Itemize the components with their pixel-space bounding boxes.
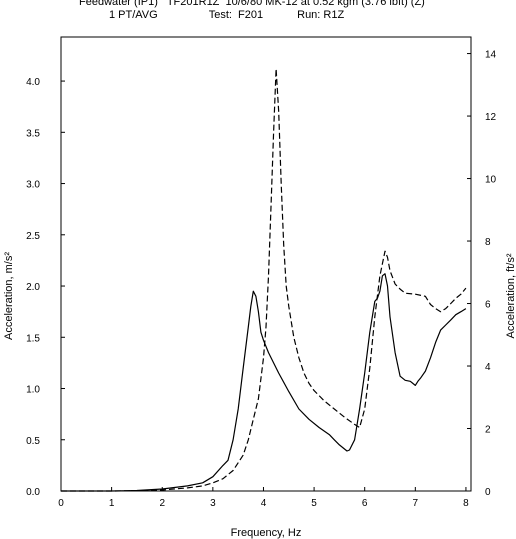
y-left-tick-label: 3.5 [26, 128, 40, 139]
title-avg: 1 PT/AVG [109, 9, 158, 21]
y-left-tick-label: 0.0 [26, 487, 40, 498]
series-line-solid [61, 273, 467, 492]
y-right-tick-label: 6 [485, 300, 491, 311]
x-axis: 0 1 2 3 4 5 6 7 8 [58, 487, 469, 509]
y-axis-left: 0.0 0.5 1.0 1.5 2.0 2.5 3.0 3.5 4.0 [26, 77, 65, 498]
y-axis-label-left: Acceleration, m/s² [3, 252, 15, 340]
y-right-tick-label: 2 [485, 425, 491, 436]
x-tick-label: 2 [159, 498, 165, 509]
y-left-tick-label: 4.0 [26, 77, 40, 88]
x-tick-label: 1 [109, 498, 115, 509]
chart-title-line2: 1 PT/AVG Test: F201 Run: R1Z [109, 9, 516, 22]
y-right-tick-label: 8 [485, 237, 491, 248]
series-line-dashed [61, 68, 467, 492]
y-axis-label-right: Acceleration, ft/s² [505, 253, 516, 338]
y-axis-right: 0 2 4 6 8 10 12 14 [467, 50, 497, 498]
y-left-tick-label: 3.0 [26, 180, 40, 191]
y-right-tick-label: 0 [485, 487, 491, 498]
series-lines [61, 68, 467, 492]
y-right-tick-label: 12 [485, 112, 497, 123]
x-tick-label: 4 [261, 498, 267, 509]
y-left-tick-label: 1.0 [26, 385, 40, 396]
y-right-tick-label: 14 [485, 50, 497, 61]
x-tick-label: 5 [311, 498, 317, 509]
title-run: Run: R1Z [297, 9, 345, 21]
x-tick-label: 0 [58, 498, 64, 509]
plot-frame [60, 36, 472, 492]
y-left-tick-label: 2.0 [26, 282, 40, 293]
y-right-tick-label: 10 [485, 175, 497, 186]
y-left-tick-label: 0.5 [26, 436, 40, 447]
chart-title-line1: Feedwater (IP1) TF201R1Z 10/6/80 MK-12 a… [79, 0, 425, 8]
x-tick-label: 6 [362, 498, 368, 509]
title-test: Test: F201 [208, 9, 264, 21]
y-left-tick-label: 2.5 [26, 231, 40, 242]
y-right-tick-label: 4 [485, 362, 491, 373]
y-left-tick-label: 1.5 [26, 333, 40, 344]
x-axis-label: Frequency, Hz [231, 527, 302, 539]
x-tick-label: 8 [463, 498, 469, 509]
x-tick-label: 7 [413, 498, 419, 509]
x-tick-label: 3 [210, 498, 216, 509]
